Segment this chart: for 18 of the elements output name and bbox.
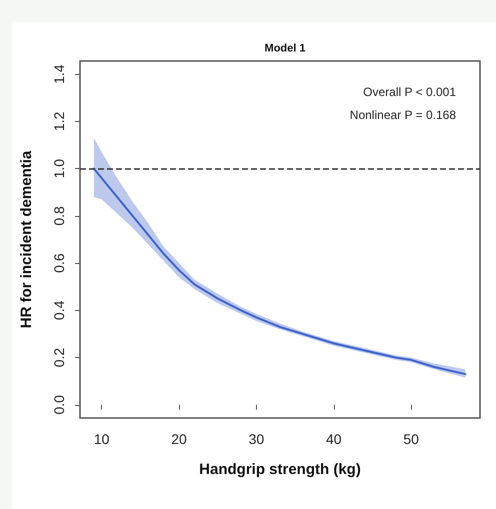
x-tick-label: 30 xyxy=(248,431,264,447)
y-tick-label: 0.0 xyxy=(51,394,67,415)
x-tick-label: 10 xyxy=(94,431,110,447)
y-tick-label: 0.2 xyxy=(51,348,67,368)
y-tick-label: 1.0 xyxy=(51,158,67,178)
x-tick-label: 20 xyxy=(171,431,188,447)
x-tick-label: 50 xyxy=(403,431,420,447)
y-axis-title: HR for incident dementia xyxy=(18,150,35,328)
x-axis-title: Handgrip strength (kg) xyxy=(199,461,361,478)
y-tick-label: 0.6 xyxy=(51,253,67,273)
y-tick-label: 0.4 xyxy=(51,300,67,320)
chart-title: Model 1 xyxy=(264,42,306,54)
y-tick-label: 1.2 xyxy=(51,112,67,132)
y-tick-label: 0.8 xyxy=(51,206,67,226)
annotation: Nonlinear P = 0.168 xyxy=(350,108,456,122)
annotation: Overall P < 0.001 xyxy=(363,85,456,99)
x-tick-label: 40 xyxy=(326,431,342,447)
y-tick-label: 1.4 xyxy=(51,64,67,84)
